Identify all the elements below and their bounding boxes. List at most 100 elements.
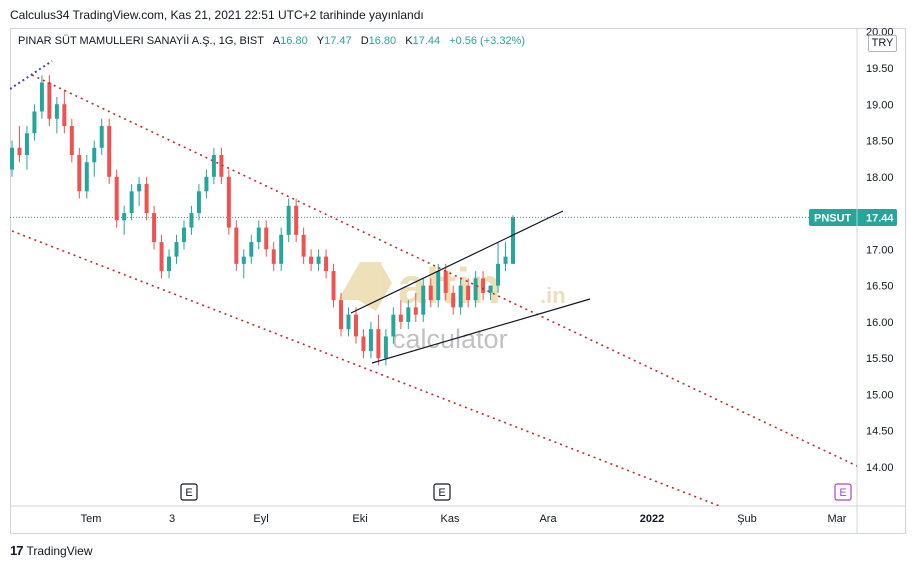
time-axis[interactable]: Tem 3 Eyl Eki Kas Ara 2022 Şub Mar <box>81 513 847 525</box>
candle-body <box>174 242 179 257</box>
candle-body <box>234 227 239 264</box>
candle-body <box>69 126 74 156</box>
candle-body <box>466 285 471 301</box>
x-tick-label: Şub <box>737 513 757 525</box>
candle-body <box>62 104 67 127</box>
candle-body <box>503 256 508 264</box>
candle-body <box>301 234 306 257</box>
footer: 17 TradingView <box>10 543 93 558</box>
watermark-logo-icon <box>338 262 392 311</box>
candle-body <box>92 147 97 163</box>
currency-selector[interactable]: TRY <box>868 35 897 52</box>
price-badge-value: 17.44 <box>866 213 894 225</box>
candle-body <box>271 249 276 264</box>
price-badge-box <box>809 209 897 226</box>
chart-separators <box>10 28 906 534</box>
candle-body <box>294 205 299 235</box>
candle-body <box>137 184 142 192</box>
candle-body <box>99 126 104 148</box>
y-tick-label: 14.50 <box>866 426 894 438</box>
x-tick-label: Eyl <box>253 513 268 525</box>
x-tick-label: Tem <box>81 513 102 525</box>
price-axis[interactable]: 14.0014.5015.0015.5016.0016.5017.0017.50… <box>866 27 894 474</box>
legend-high: 17.47 <box>324 35 352 47</box>
candle-body <box>204 176 209 192</box>
chart-frame <box>10 28 906 534</box>
candle-body <box>39 82 44 112</box>
event-marker: E <box>834 483 852 501</box>
candle-body <box>286 205 291 235</box>
candle-body <box>219 155 224 177</box>
candle-body <box>316 256 321 264</box>
publish-info: Calculus34 TradingView.com, Kas 21, 2021… <box>10 8 424 22</box>
watermark: altin .in calculator <box>338 258 566 354</box>
candle-body <box>122 213 127 221</box>
candle-body <box>17 147 22 156</box>
channel-lower-line <box>11 230 722 506</box>
candle-body <box>353 314 358 337</box>
legend-low-label: D <box>360 35 369 47</box>
candle-body <box>114 176 119 221</box>
drawings-group <box>10 60 857 506</box>
candle-body <box>361 336 366 351</box>
drawings-clipped <box>10 60 857 506</box>
legend-low: 16.80 <box>368 35 397 47</box>
candle-body <box>488 285 493 293</box>
legend-high-label: Y <box>316 35 325 47</box>
candle-body <box>368 329 373 351</box>
event-marker-label: E <box>839 487 846 499</box>
candle-body <box>129 191 134 214</box>
candle-body <box>54 104 59 119</box>
legend-close: 17.44 <box>412 35 441 47</box>
price-badge-ticker: PNSUT <box>814 213 852 225</box>
channel-upper-line <box>31 74 857 467</box>
y-tick-label: 17.00 <box>866 244 894 256</box>
candle-body <box>77 155 82 192</box>
candle-body <box>413 307 418 315</box>
candles-group <box>10 75 515 366</box>
candle-body <box>47 82 52 119</box>
candle-body <box>211 155 216 177</box>
candle-body <box>167 256 172 272</box>
y-tick-label: 16.00 <box>866 317 894 329</box>
y-tick-label: 19.50 <box>866 63 894 75</box>
wedge-upper-line <box>350 210 564 314</box>
candle-body <box>181 227 186 243</box>
candle-body <box>152 213 157 243</box>
legend-close-label: K <box>405 35 413 47</box>
x-tick-label: Eki <box>352 513 367 525</box>
price-badge: PNSUT 17.44 <box>809 209 897 226</box>
wedge-lower-line <box>371 298 591 364</box>
legend-open: 16.80 <box>280 35 308 47</box>
candle-body <box>24 133 29 156</box>
event-marker-label: E <box>185 487 192 499</box>
candle-body <box>84 162 89 192</box>
symbol-legend: PINAR SÜT MAMULLERI SANAYİİ A.Ş., 1G, BI… <box>18 35 525 47</box>
candle-body <box>376 329 381 359</box>
legend-symbol: PINAR SÜT MAMULLERI SANAYİİ A.Ş., 1G, BI… <box>18 35 264 47</box>
y-tick-label: 19.00 <box>866 99 894 111</box>
legend-change: +0.56 (+3.32%) <box>449 35 526 47</box>
candle-body <box>196 191 201 214</box>
candle-body <box>421 285 426 315</box>
candle-body <box>279 234 284 264</box>
candle-body <box>32 111 37 134</box>
y-tick-label: 16.50 <box>866 281 894 293</box>
x-tick-label: Kas <box>441 513 460 525</box>
y-tick-label: 15.50 <box>866 353 894 365</box>
event-marker-label: E <box>438 487 445 499</box>
event-marker-box <box>834 483 852 501</box>
event-marker-box <box>180 483 198 501</box>
x-tick-label: Mar <box>828 513 847 525</box>
x-tick-label: 2022 <box>640 513 664 525</box>
candle-body <box>331 271 336 301</box>
candle-body <box>159 242 164 272</box>
candle-body <box>383 336 388 359</box>
event-marker: E <box>180 483 198 501</box>
candle-body <box>496 263 501 286</box>
candle-body <box>226 176 231 228</box>
y-tick-label: 18.00 <box>866 172 894 184</box>
y-tick-label: 14.00 <box>866 462 894 474</box>
